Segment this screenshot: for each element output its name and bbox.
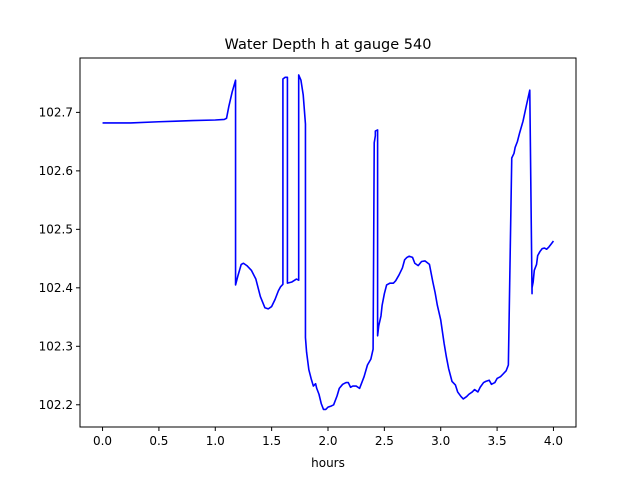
y-tick-label: 102.2 — [39, 398, 73, 412]
x-tick-label: 0.5 — [149, 434, 168, 448]
x-tick-label: 0.0 — [93, 434, 112, 448]
axis-ticks: 0.0 0.5 1.0 1.5 2.0 2.5 3.0 3.5 4.0 102.2 102.3 102… — [39, 105, 563, 448]
y-tick-label: 102.4 — [39, 281, 73, 295]
x-tick-label: 3.0 — [431, 434, 450, 448]
y-tick-label: 102.7 — [39, 105, 73, 119]
chart-title: Water Depth h at gauge 540 — [225, 37, 432, 53]
plot-frame — [79, 57, 577, 428]
y-tick-label: 102.5 — [39, 222, 73, 236]
x-tick-label: 2.5 — [375, 434, 394, 448]
x-axis-label: hours — [311, 456, 345, 470]
x-tick-label: 4.0 — [544, 434, 563, 448]
y-tick-label: 102.3 — [39, 339, 73, 353]
x-tick-label: 2.0 — [318, 434, 337, 448]
series-line — [102, 74, 555, 411]
x-tick-label: 3.5 — [488, 434, 507, 448]
y-tick-label: 102.6 — [39, 164, 73, 178]
x-tick-label: 1.5 — [262, 434, 281, 448]
x-tick-label: 1.0 — [206, 434, 225, 448]
